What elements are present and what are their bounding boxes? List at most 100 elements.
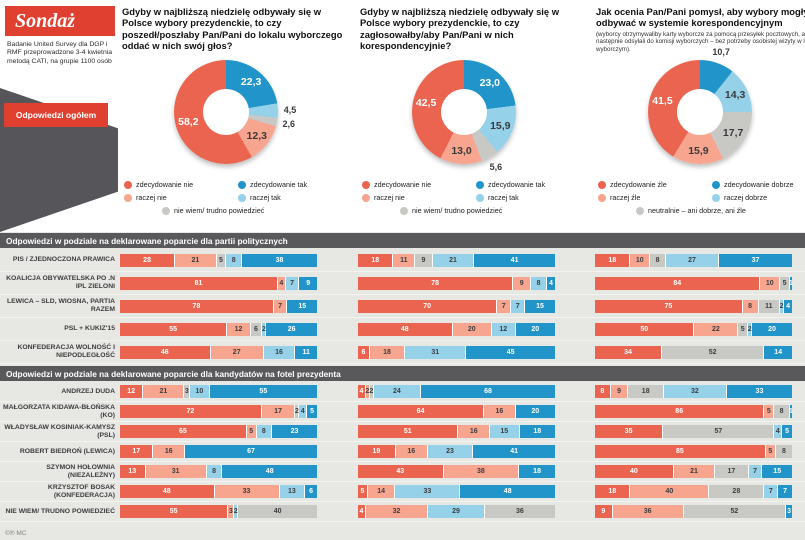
bar-segment: 14: [367, 485, 396, 498]
bar-segment: 14: [764, 345, 792, 359]
bar-segment: 4: [547, 276, 555, 290]
bar-segment: 3: [786, 505, 792, 518]
bar-segment: 17: [715, 465, 749, 478]
legend-item: raczej nie: [362, 193, 476, 202]
study-description: Badanie United Survey dla DGP i RMF prze…: [7, 41, 113, 65]
bar-segment: 18: [519, 465, 555, 478]
bar-segment: 4: [358, 385, 366, 398]
party-breakdown-table: PIS / ZJEDNOCZONA PRAWICA 28 21 5 8 38 18 11 9 21…: [0, 249, 805, 364]
bar-segment: 17: [261, 405, 296, 418]
bar-segment: 10: [760, 276, 781, 290]
breakdown-row: KRZYSZTOF BOSAK (KONFEDERACJA) 48 33 13 6 5 14…: [0, 482, 805, 502]
bar-segment: 1: [789, 405, 793, 418]
chart-legend-1: zdecydowanie nie zdecydowanie tak raczej n…: [124, 180, 352, 215]
legend-item: nie wiem/ trudno powiedzieć: [162, 206, 352, 215]
legend-label: zdecydowanie nie: [374, 180, 432, 189]
legend-dot: [124, 180, 132, 189]
legend-dot: [598, 180, 606, 189]
bar-segment: 84: [595, 276, 761, 290]
stacked-bar: 19 16 23 41: [358, 445, 555, 458]
bar-segment: 28: [709, 485, 765, 498]
stacked-bar: 50 22 5 2 20: [595, 322, 792, 336]
bar-segment: 7: [764, 485, 779, 498]
bar-segment: 28: [120, 253, 176, 267]
bar-segment: 9: [299, 276, 317, 290]
legend-item: neutralnie – ani dobrze, ani źle: [636, 206, 805, 215]
legend-item: zdecydowanie nie: [124, 180, 238, 189]
bar-segment: 81: [120, 276, 278, 290]
stacked-bar: 4 2 2 24 68: [358, 385, 555, 398]
legend-label: zdecydowanie dobrze: [724, 180, 794, 189]
legend-dot: [712, 193, 720, 202]
stacked-bar: 55 12 6 2 26: [120, 322, 317, 336]
breakdown-row: PSL + KUKIZ'15 55 12 6 2 26 48 20 12 20 50 22 5 2 20: [0, 318, 805, 341]
bar-segment: 4: [784, 299, 792, 313]
bar-segment: 40: [630, 485, 710, 498]
bar-segment: 3: [228, 505, 235, 518]
bar-segment: 8: [226, 253, 243, 267]
legend-dot: [238, 180, 246, 189]
bar-segment: 52: [683, 505, 787, 518]
bar-segment: 9: [610, 385, 629, 398]
bar-segment: 18: [358, 253, 394, 267]
stacked-bar: 35 57 4 5: [595, 425, 792, 438]
stacked-bar: 18 11 9 21 41: [358, 253, 555, 267]
legend-label: nie wiem/ trudno powiedzieć: [174, 206, 265, 215]
bar-segment: 26: [266, 322, 317, 336]
bar-segment: 18: [595, 485, 631, 498]
stacked-bar: 46 27 16 11: [120, 345, 317, 359]
bar-segment: 31: [405, 345, 467, 359]
bar-segment: 55: [120, 322, 228, 336]
stacked-bar: 9 36 52 3: [595, 505, 792, 518]
bar-segment: 8: [531, 276, 548, 290]
donut-hole: [203, 89, 249, 135]
legend-item: zdecydowanie tak: [238, 180, 352, 189]
bar-segment: 5: [764, 405, 775, 418]
stacked-bar: 78 9 8 4: [358, 276, 555, 290]
bar-segment: 6: [305, 485, 317, 498]
bar-segment: 18: [519, 425, 555, 438]
donut-chart-3: 10,7 14,3 17,7 15,9 41,5: [596, 47, 805, 178]
legend-label: raczej dobrze: [724, 193, 768, 202]
stacked-bar: 72 17 2 4 5: [120, 405, 317, 418]
bar-segment: 15: [489, 425, 520, 438]
stacked-bar: 4 32 29 36: [358, 505, 555, 518]
bar-segment: 11: [295, 345, 317, 359]
bar-segment: 55: [120, 505, 229, 518]
legend-dot: [238, 193, 246, 202]
legend-dot: [162, 206, 170, 215]
bar-segment: 19: [358, 445, 396, 458]
bar-segment: 72: [120, 405, 262, 418]
bar-segment: 27: [210, 345, 264, 359]
stacked-bar: 43 38 18: [358, 465, 555, 478]
bar-segment: 21: [673, 465, 716, 478]
bar-segment: 5: [765, 445, 776, 458]
legend-item: zdecydowanie nie: [362, 180, 476, 189]
donut-value-label: 58,2: [178, 116, 199, 129]
bar-segment: 33: [214, 485, 280, 498]
bar-segment: 16: [458, 425, 490, 438]
bar-segment: 40: [595, 465, 674, 478]
breakdown-row: KOALICJA OBYWATELSKA PO .N IPL ZIELONI 81…: [0, 272, 805, 295]
legend-item: raczej nie: [124, 193, 238, 202]
bar-segment: 5: [780, 276, 790, 290]
stacked-bar: 65 5 8 23: [120, 425, 317, 438]
legend-dot: [636, 206, 644, 215]
breakdown-row: WŁADYSŁAW KOSINIAK-KAMYSZ (PSL) 65 5 8 23 51 1…: [0, 422, 805, 442]
bar-segment: 7: [497, 299, 512, 313]
breakdown-row: SZYMON HOŁOWNIA (NIEZALEŻNY) 13 31 8 48 43 38 1…: [0, 462, 805, 482]
bar-segment: 22: [694, 322, 739, 336]
donut-value-label: 42,5: [415, 96, 437, 109]
row-label: ROBERT BIEDROŃ (LEWICA): [19, 447, 115, 455]
breakdown-row: ANDRZEJ DUDA 12 21 3 10 55 4 2 2 24 68 8 9 18 32 33: [0, 382, 805, 402]
stacked-bar: 40 21 17 7 15: [595, 465, 792, 478]
row-label: PIS / ZJEDNOCZONA PRAWICA: [12, 256, 115, 264]
bar-segment: 43: [358, 465, 444, 478]
legend-item: raczej dobrze: [712, 193, 805, 202]
bar-segment: 2: [365, 385, 370, 398]
bar-segment: 1: [789, 276, 793, 290]
bar-segment: 4: [299, 405, 308, 418]
question-column-2: Gdyby w najbliższą niedzielę odbywały si…: [360, 6, 590, 232]
bar-segment: 33: [726, 385, 792, 398]
stacked-bar: 13 31 8 48: [120, 465, 317, 478]
